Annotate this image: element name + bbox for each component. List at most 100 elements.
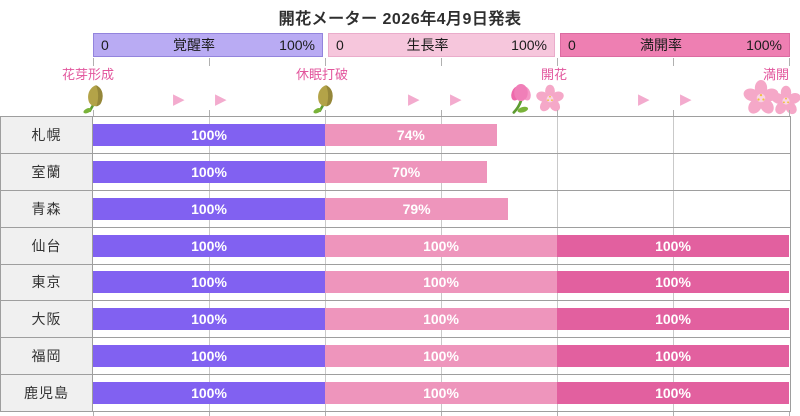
bar-growth: 74% (325, 123, 497, 146)
table-row: 大阪 100% 100% 100% (1, 301, 790, 339)
cherry-blossom-icon (535, 84, 565, 114)
bar-fullbloom: 100% (557, 382, 789, 405)
bar-fullbloom: 100% (557, 308, 789, 331)
city-cell: 福岡 (1, 338, 93, 375)
axis-tick (789, 110, 790, 116)
city-cell: 東京 (1, 264, 93, 301)
arrow-icon: ▶ (680, 91, 692, 108)
axis-max-label: 100% (511, 37, 547, 53)
city-label: 東京 (31, 274, 62, 291)
city-label: 室蘭 (31, 163, 62, 180)
axis-tick (673, 110, 674, 116)
axis-tick (325, 58, 326, 66)
axis-tick (209, 412, 210, 416)
axis-tick (441, 58, 442, 66)
axis-tick (93, 412, 94, 416)
milestone-dormancy-break: 休眠打破 (295, 67, 349, 82)
gridline (325, 117, 326, 412)
city-cell: 青森 (1, 190, 93, 227)
city-cell: 室蘭 (1, 153, 93, 190)
bar-awakening: 100% (93, 345, 325, 368)
bar-awakening: 100% (93, 197, 325, 220)
arrow-icon: ▶ (173, 91, 185, 108)
cherry-blossom-icon (770, 85, 800, 117)
table-row: 室蘭 100% 70% (1, 153, 790, 191)
axis-tick (557, 412, 558, 416)
city-label: 福岡 (31, 348, 62, 365)
axis-min-label: 0 (568, 37, 576, 53)
arrow-icon: ▶ (408, 91, 420, 108)
bar-growth: 100% (325, 271, 557, 294)
axis-min-label: 0 (336, 37, 344, 53)
chart-cell: 100% 100% 100% (93, 338, 790, 374)
arrow-icon: ▶ (638, 91, 650, 108)
city-label: 札幌 (31, 126, 62, 143)
axis-tick (673, 412, 674, 416)
series-label: 覚醒率 (172, 37, 215, 53)
bar-awakening: 100% (93, 382, 325, 405)
axis-tick (673, 58, 674, 66)
bar-growth: 70% (325, 160, 488, 183)
open-flower-icon (503, 80, 539, 116)
table-row: 仙台 100% 100% 100% (1, 227, 790, 265)
gridline (209, 117, 210, 412)
axis-max-label: 100% (279, 37, 315, 53)
axis-tick (789, 58, 790, 66)
chart-cell: 100% 100% 100% (93, 265, 790, 301)
gridline (441, 117, 442, 412)
bar-awakening: 100% (93, 271, 325, 294)
axis-tick (93, 58, 94, 66)
table-row: 青森 100% 79% (1, 190, 790, 228)
axis-tick (209, 58, 210, 66)
bar-fullbloom: 100% (557, 234, 789, 257)
table-row: 鹿児島 100% 100% 100% (1, 375, 790, 412)
axis-tick (441, 412, 442, 416)
chart-cell: 100% 100% 100% (93, 301, 790, 337)
city-cell: 札幌 (1, 117, 93, 153)
city-bloom-table: 札幌 100% 74% 室蘭 100% 70% 青森 100% 79% 仙台 100%… (0, 116, 791, 412)
axis-max-label: 100% (746, 37, 782, 53)
table-row: 札幌 100% 74% (1, 117, 790, 154)
axis-tick (789, 412, 790, 416)
chart-cell: 100% 74% (93, 117, 790, 153)
page-title: 開花メーター 2026年4月9日発表 (278, 11, 522, 28)
bar-growth: 100% (325, 382, 557, 405)
axis-tick (93, 110, 94, 116)
chart-cell: 100% 100% 100% (93, 375, 790, 411)
flower-bud-icon (78, 81, 112, 115)
city-cell: 鹿児島 (1, 375, 93, 411)
series-label: 生長率 (406, 37, 449, 53)
city-label: 仙台 (31, 237, 62, 254)
header-growth-rate: 0 生長率 100% (328, 33, 555, 57)
table-row: 福岡 100% 100% 100% (1, 338, 790, 376)
city-cell: 仙台 (1, 227, 93, 264)
milestone-flowering: 開花 (540, 67, 568, 82)
axis-tick (557, 110, 558, 116)
series-label: 満開率 (639, 37, 682, 53)
bar-growth: 100% (325, 345, 557, 368)
city-label: 青森 (31, 200, 62, 217)
bar-awakening: 100% (93, 160, 325, 183)
city-label: 鹿児島 (24, 385, 69, 402)
bar-awakening: 100% (93, 234, 325, 257)
gridline (673, 117, 674, 412)
bar-awakening: 100% (93, 123, 325, 146)
chart-cell: 100% 70% (93, 154, 790, 190)
city-cell: 大阪 (1, 301, 93, 338)
bar-fullbloom: 100% (557, 345, 789, 368)
axis-min-label: 0 (101, 37, 109, 53)
axis-tick (441, 110, 442, 116)
city-label: 大阪 (31, 311, 62, 328)
axis-tick (557, 58, 558, 66)
bar-awakening: 100% (93, 308, 325, 331)
chart-cell: 100% 100% 100% (93, 228, 790, 264)
bar-growth: 79% (325, 197, 509, 220)
bar-fullbloom: 100% (557, 271, 789, 294)
header-awakening-rate: 0 覚醒率 100% (93, 33, 323, 57)
axis-tick (325, 412, 326, 416)
axis-tick (209, 110, 210, 116)
chart-cell: 100% 79% (93, 191, 790, 227)
header-fullbloom-rate: 0 満開率 100% (560, 33, 790, 57)
gridline (557, 117, 558, 412)
